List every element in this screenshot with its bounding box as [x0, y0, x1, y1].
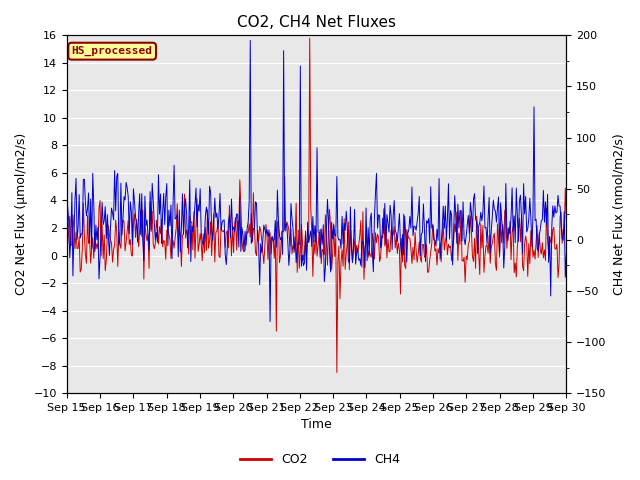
Legend: CO2, CH4: CO2, CH4: [235, 448, 405, 471]
Title: CO2, CH4 Net Fluxes: CO2, CH4 Net Fluxes: [237, 15, 396, 30]
Y-axis label: CH4 Net Flux (nmol/m2/s): CH4 Net Flux (nmol/m2/s): [612, 133, 625, 295]
X-axis label: Time: Time: [301, 419, 332, 432]
Y-axis label: CO2 Net Flux (μmol/m2/s): CO2 Net Flux (μmol/m2/s): [15, 133, 28, 295]
Text: HS_processed: HS_processed: [72, 46, 153, 56]
